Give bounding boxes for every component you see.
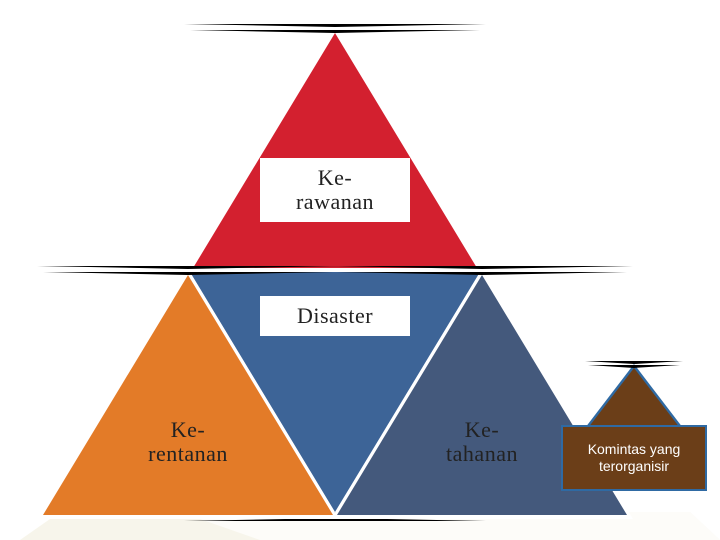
arrow-label-line1: Komintas yang — [588, 441, 681, 457]
label-right: Ke- tahanan — [402, 418, 562, 466]
arrow-body: Komintas yang terorganisir — [561, 425, 707, 491]
label-left-line2: rentanan — [148, 441, 228, 466]
triangle-top — [190, 30, 480, 273]
label-center-line1: Disaster — [297, 303, 373, 328]
label-left-line1: Ke- — [171, 417, 205, 442]
label-top-line1: Ke- — [318, 165, 352, 190]
arrow-label-line2: terorganisir — [599, 458, 669, 474]
label-center: Disaster — [260, 296, 410, 336]
label-top-line2: rawanan — [296, 189, 374, 214]
arrow-head — [588, 365, 680, 428]
diagram-canvas: Ke- rawanan Disaster Ke- rentanan Ke- ta… — [0, 0, 720, 540]
label-right-line1: Ke- — [465, 417, 499, 442]
label-top: Ke- rawanan — [260, 158, 410, 222]
label-left: Ke- rentanan — [108, 418, 268, 466]
label-right-line2: tahanan — [446, 441, 518, 466]
